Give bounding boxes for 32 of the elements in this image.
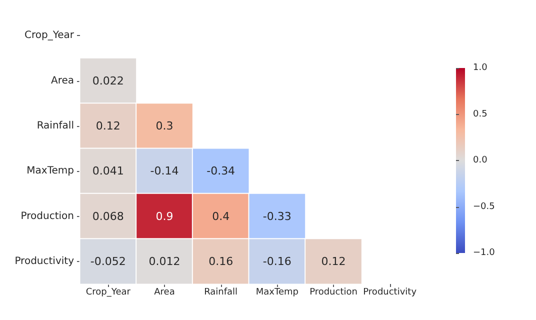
x-tick-label: Production [310, 288, 358, 298]
color-bar-label: −1.0 [473, 248, 496, 258]
x-tick-label: Productivity [363, 288, 418, 298]
y-tick-label: Production [20, 210, 74, 222]
data-label: -0.16 [262, 254, 292, 268]
y-tick-label: Productivity [14, 256, 74, 267]
x-tick-label: Crop_Year [86, 288, 131, 298]
data-label: 0.068 [92, 210, 124, 223]
x-tick-label: MaxTemp [256, 288, 299, 298]
data-label: -0.33 [262, 210, 292, 223]
data-label: -0.34 [206, 164, 236, 178]
data-label: 0.12 [96, 119, 120, 132]
color-bar-label: 0.0 [473, 156, 488, 166]
data-label: 0.3 [156, 119, 174, 132]
x-tick-label: Area [154, 288, 175, 298]
color-bar-label: 0.5 [473, 109, 488, 120]
color-bar-label: 1.0 [473, 63, 488, 73]
data-label: 0.4 [212, 210, 230, 223]
data-label: 0.041 [92, 164, 124, 178]
data-label: -0.052 [90, 254, 126, 268]
x-tick-label: Rainfall [204, 288, 238, 298]
data-label: 0.012 [148, 254, 180, 268]
y-tick-label: Area [50, 75, 74, 86]
data-label: 0.022 [92, 74, 124, 88]
y-tick-label: Crop_Year [24, 30, 75, 42]
data-label: 0.16 [208, 254, 234, 268]
color-bar-label: −0.5 [473, 202, 495, 212]
data-label: -0.14 [150, 164, 179, 178]
y-tick-label: Rainfall [36, 120, 74, 132]
y-tick-label: MaxTemp [26, 166, 74, 177]
data-label: 0.12 [321, 254, 346, 268]
data-label: 0.9 [156, 210, 174, 223]
